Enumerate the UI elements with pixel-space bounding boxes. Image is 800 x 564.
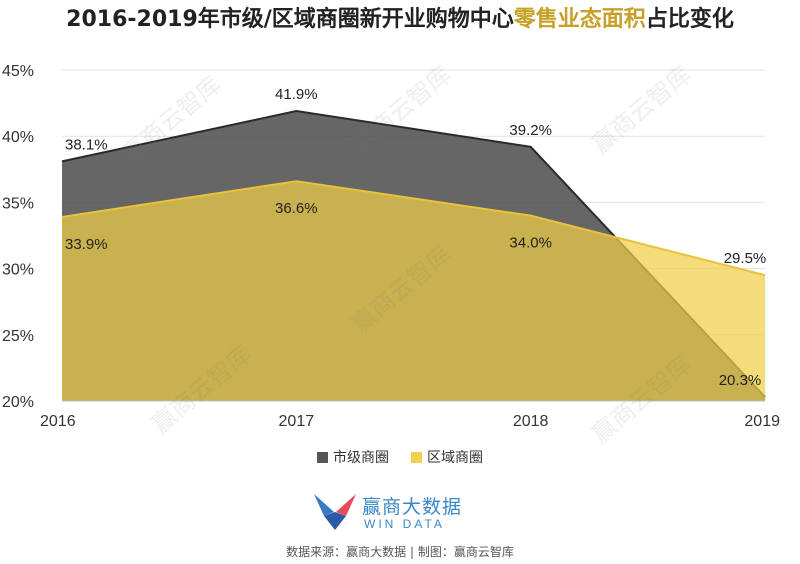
y-tick-label: 30% <box>2 262 34 279</box>
legend-label-regional: 区域商圈 <box>427 450 483 466</box>
y-tick-label: 40% <box>2 129 34 146</box>
legend-item-regional: 区域商圈 <box>411 447 483 467</box>
x-tick-label: 2018 <box>513 413 549 430</box>
logo-sub: WIN DATA <box>364 517 445 531</box>
area-regional <box>62 181 765 401</box>
x-tick-label: 2017 <box>279 413 315 430</box>
y-tick-label: 25% <box>2 328 34 345</box>
legend-label-city: 市级商圈 <box>333 450 389 466</box>
x-tick-label: 2019 <box>744 413 780 430</box>
axes: 45% 40% 35% 30% 25% 20% 2016 2017 2018 2019 <box>2 63 780 430</box>
data-label-city: 41.9% <box>275 86 318 103</box>
data-label-regional: 29.5% <box>724 250 767 267</box>
legend-swatch-regional <box>411 451 422 463</box>
data-label-regional: 36.6% <box>275 200 318 217</box>
title-suffix: 占比变化 <box>645 7 734 32</box>
source-note: 数据来源：赢商大数据 | 制图：赢商云智库 <box>286 545 514 559</box>
y-tick-label: 20% <box>2 394 34 411</box>
data-labels: 38.1% 41.9% 39.2% 20.3% 33.9% 36.6% 34.0% 29.5% <box>65 86 766 389</box>
logo-mark-icon <box>314 494 356 530</box>
chart-areas <box>61 110 766 401</box>
data-label-city: 39.2% <box>509 122 552 139</box>
windata-logo: 赢商大数据 WIN DATA <box>312 492 502 536</box>
logo-brand: 赢商大数据 <box>362 496 463 518</box>
data-label-city: 38.1% <box>65 136 108 153</box>
data-label-regional: 34.0% <box>509 235 552 252</box>
legend-swatch-city <box>317 451 328 463</box>
chart-title: 2016-2019年市级/区域商圈新开业购物中心 零售业态面积 占比变化 <box>0 0 800 34</box>
x-tick-label: 2016 <box>40 413 76 430</box>
legend: 市级商圈 区域商圈 <box>0 447 800 467</box>
line-regional <box>61 180 766 277</box>
data-label-regional: 33.9% <box>65 236 108 253</box>
y-tick-label: 35% <box>2 195 34 212</box>
title-prefix: 2016-2019年市级/区域商圈新开业购物中心 <box>66 7 514 32</box>
legend-item-city: 市级商圈 <box>317 447 389 467</box>
title-highlight: 零售业态面积 <box>513 7 646 32</box>
y-tick-label: 45% <box>2 63 34 80</box>
data-label-city: 20.3% <box>719 372 762 389</box>
area-chart: 45% 40% 35% 30% 25% 20% 2016 2017 2018 2019 38.1%… <box>2 63 780 430</box>
